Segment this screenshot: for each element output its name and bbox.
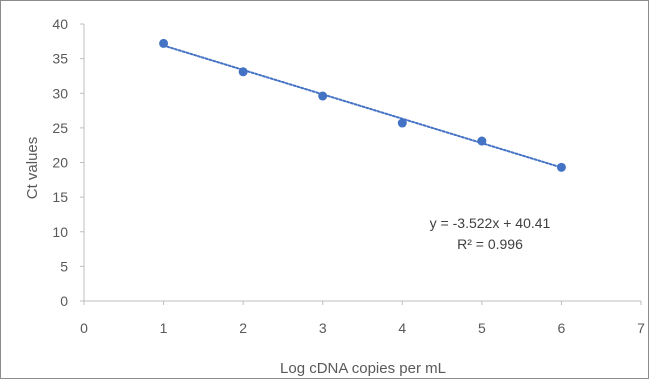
y-axis-title: Ct values	[24, 137, 41, 200]
trendline-group	[162, 44, 563, 169]
data-point	[238, 67, 248, 77]
y-tick-label: 40	[52, 16, 68, 32]
data-point	[556, 162, 566, 172]
trendline	[162, 44, 563, 169]
x-tick-label: 1	[160, 320, 168, 336]
y-tick-label: 0	[60, 293, 68, 309]
data-points	[159, 38, 566, 172]
x-tick-label: 3	[319, 320, 327, 336]
data-point	[318, 91, 328, 101]
y-tick-label: 20	[52, 155, 68, 171]
y-tick-label: 15	[52, 189, 68, 205]
x-tick-label: 7	[637, 320, 645, 336]
trendline-equation: y = -3.522x + 40.41	[430, 215, 551, 231]
x-tick-label: 6	[558, 320, 566, 336]
x-tick-label: 4	[398, 320, 406, 336]
x-tick-label: 0	[80, 320, 88, 336]
r-squared-label: R² = 0.996	[457, 236, 523, 252]
data-point	[159, 38, 169, 48]
y-tick-label: 25	[52, 120, 68, 136]
y-tick-label: 10	[52, 224, 68, 240]
x-tick-label: 2	[239, 320, 247, 336]
y-tick-label: 30	[52, 85, 68, 101]
x-tick-label: 5	[478, 320, 486, 336]
y-tick-label: 35	[52, 51, 68, 67]
y-tick-label: 5	[60, 258, 68, 274]
axes	[80, 23, 642, 305]
x-axis-title: Log cDNA copies per mL	[280, 360, 446, 377]
data-point	[477, 136, 487, 146]
tick-labels: 0 5 10 15 20 25 30 35 40 0 1 2 3 4 5 6 7	[52, 16, 645, 336]
data-point	[397, 118, 407, 128]
